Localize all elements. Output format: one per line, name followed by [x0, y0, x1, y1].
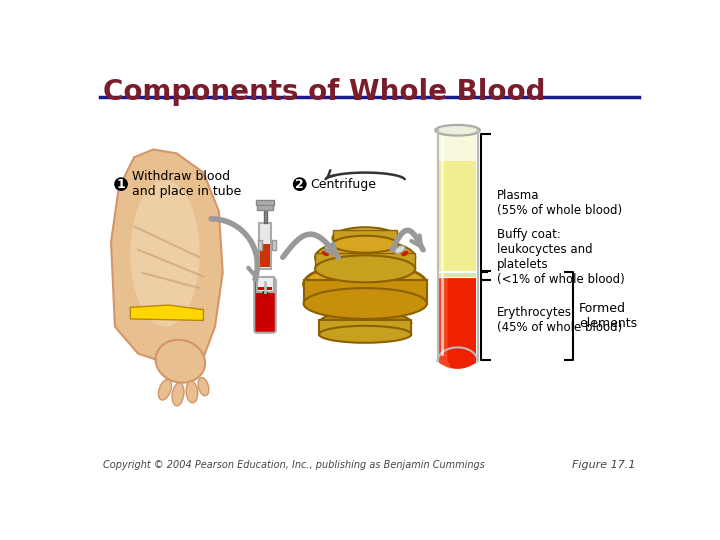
Text: Buffy coat:
leukocyctes and
platelets
(<1% of whole blood): Buffy coat: leukocyctes and platelets (<… [497, 228, 624, 286]
Text: Withdraw blood
and place in tube: Withdraw blood and place in tube [132, 170, 241, 198]
Text: Formed
elements: Formed elements [579, 302, 637, 330]
PathPatch shape [439, 278, 451, 369]
Ellipse shape [333, 227, 398, 249]
Bar [315, 253, 415, 269]
Bar [261, 244, 270, 267]
Bar [439, 273, 476, 276]
PathPatch shape [439, 278, 476, 369]
PathPatch shape [130, 305, 204, 320]
Bar [257, 204, 273, 211]
Text: Copyright © 2004 Pearson Education, Inc., publishing as Benjamin Cummings: Copyright © 2004 Pearson Education, Inc.… [102, 460, 485, 470]
PathPatch shape [111, 150, 222, 365]
Ellipse shape [439, 126, 476, 134]
Bar [256, 276, 274, 292]
Ellipse shape [315, 255, 415, 282]
Ellipse shape [172, 383, 184, 406]
Bar [304, 280, 427, 303]
Bar [319, 320, 411, 334]
Ellipse shape [319, 326, 411, 343]
Text: Components of Whole Blood: Components of Whole Blood [102, 78, 545, 106]
Ellipse shape [115, 178, 127, 190]
Ellipse shape [198, 377, 209, 396]
Bar [259, 222, 271, 269]
Ellipse shape [315, 240, 415, 275]
Ellipse shape [130, 180, 199, 327]
Ellipse shape [322, 251, 329, 256]
Bar [264, 209, 266, 222]
Ellipse shape [333, 236, 398, 253]
Bar [333, 231, 397, 244]
Text: 2: 2 [295, 178, 304, 191]
Bar [439, 134, 476, 161]
Text: Erythrocytes
(45% of whole blood): Erythrocytes (45% of whole blood) [497, 306, 622, 334]
Ellipse shape [304, 263, 427, 306]
Bar [256, 200, 274, 205]
Ellipse shape [395, 246, 405, 253]
Ellipse shape [262, 291, 268, 298]
Ellipse shape [158, 380, 171, 400]
Ellipse shape [186, 381, 198, 403]
Ellipse shape [435, 125, 480, 136]
Text: Figure 17.1: Figure 17.1 [572, 460, 636, 470]
FancyBboxPatch shape [254, 278, 276, 333]
Bar [439, 134, 476, 271]
Ellipse shape [304, 288, 427, 319]
Bar [272, 240, 276, 249]
Ellipse shape [156, 340, 205, 383]
Ellipse shape [402, 251, 408, 256]
Ellipse shape [294, 178, 306, 190]
Text: 1: 1 [117, 178, 125, 191]
Bar [258, 287, 272, 291]
Text: Centrifuge: Centrifuge [310, 178, 377, 191]
Text: Plasma
(55% of whole blood): Plasma (55% of whole blood) [497, 188, 622, 217]
Ellipse shape [325, 246, 336, 253]
Bar [258, 240, 262, 249]
Ellipse shape [319, 311, 411, 334]
